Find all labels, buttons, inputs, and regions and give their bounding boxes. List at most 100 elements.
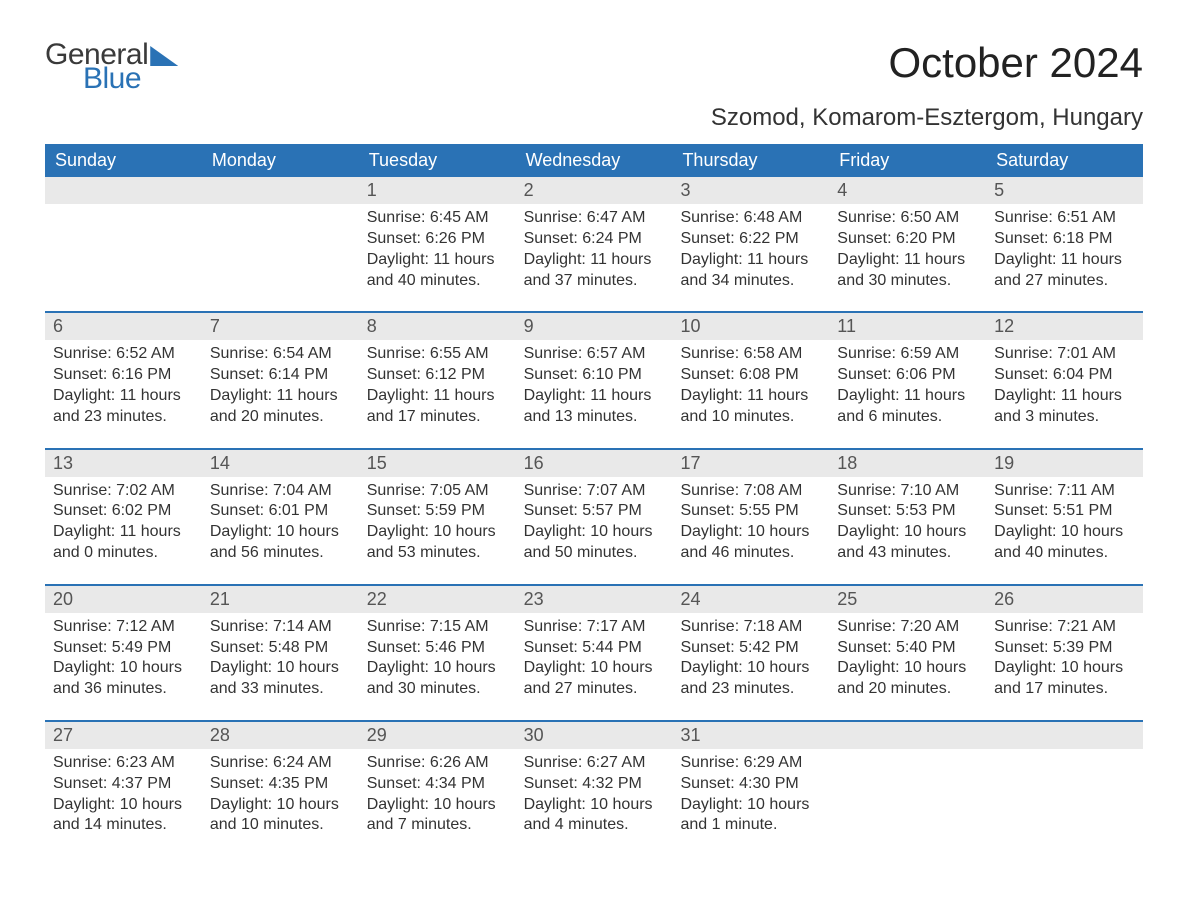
day-body: Sunrise: 7:11 AMSunset: 5:51 PMDaylight:… [986, 477, 1143, 566]
day-body: Sunrise: 6:57 AMSunset: 6:10 PMDaylight:… [516, 340, 673, 429]
day-cell: 8Sunrise: 6:55 AMSunset: 6:12 PMDaylight… [359, 313, 516, 429]
day-body: Sunrise: 6:58 AMSunset: 6:08 PMDaylight:… [672, 340, 829, 429]
sunrise-text: Sunrise: 6:47 AM [524, 208, 665, 229]
sunrise-text: Sunrise: 6:29 AM [680, 753, 821, 774]
day-cell [45, 177, 202, 293]
day-number: 15 [359, 450, 516, 477]
day-number: 21 [202, 586, 359, 613]
sunset-text: Sunset: 4:34 PM [367, 774, 508, 795]
sunrise-text: Sunrise: 6:54 AM [210, 344, 351, 365]
day-body: Sunrise: 7:15 AMSunset: 5:46 PMDaylight:… [359, 613, 516, 702]
day-number: 20 [45, 586, 202, 613]
day-cell: 21Sunrise: 7:14 AMSunset: 5:48 PMDayligh… [202, 586, 359, 702]
title-block: October 2024 Szomod, Komarom-Esztergom, … [711, 40, 1143, 132]
day-cell: 30Sunrise: 6:27 AMSunset: 4:32 PMDayligh… [516, 722, 673, 838]
daylight-text: Daylight: 11 hours and 20 minutes. [210, 386, 351, 428]
day-number: 8 [359, 313, 516, 340]
day-number: 26 [986, 586, 1143, 613]
day-body: Sunrise: 7:20 AMSunset: 5:40 PMDaylight:… [829, 613, 986, 702]
sunrise-text: Sunrise: 7:21 AM [994, 617, 1135, 638]
day-number: 28 [202, 722, 359, 749]
sunrise-text: Sunrise: 7:05 AM [367, 481, 508, 502]
daylight-text: Daylight: 10 hours and 10 minutes. [210, 795, 351, 837]
day-cell: 25Sunrise: 7:20 AMSunset: 5:40 PMDayligh… [829, 586, 986, 702]
logo: General Blue [45, 40, 178, 94]
daylight-text: Daylight: 11 hours and 30 minutes. [837, 250, 978, 292]
day-cell: 27Sunrise: 6:23 AMSunset: 4:37 PMDayligh… [45, 722, 202, 838]
sunrise-text: Sunrise: 7:10 AM [837, 481, 978, 502]
day-cell: 2Sunrise: 6:47 AMSunset: 6:24 PMDaylight… [516, 177, 673, 293]
day-cell: 6Sunrise: 6:52 AMSunset: 6:16 PMDaylight… [45, 313, 202, 429]
day-cell: 15Sunrise: 7:05 AMSunset: 5:59 PMDayligh… [359, 450, 516, 566]
day-body: Sunrise: 6:52 AMSunset: 6:16 PMDaylight:… [45, 340, 202, 429]
day-body: Sunrise: 7:02 AMSunset: 6:02 PMDaylight:… [45, 477, 202, 566]
sunset-text: Sunset: 5:39 PM [994, 638, 1135, 659]
day-cell [202, 177, 359, 293]
weekday-header: Wednesday [516, 144, 673, 177]
day-number: 7 [202, 313, 359, 340]
day-body: Sunrise: 7:10 AMSunset: 5:53 PMDaylight:… [829, 477, 986, 566]
calendar: Sunday Monday Tuesday Wednesday Thursday… [45, 144, 1143, 838]
day-number: 5 [986, 177, 1143, 204]
day-body: Sunrise: 7:08 AMSunset: 5:55 PMDaylight:… [672, 477, 829, 566]
daylight-text: Daylight: 10 hours and 30 minutes. [367, 658, 508, 700]
daylight-text: Daylight: 10 hours and 46 minutes. [680, 522, 821, 564]
daylight-text: Daylight: 10 hours and 17 minutes. [994, 658, 1135, 700]
day-body: Sunrise: 6:26 AMSunset: 4:34 PMDaylight:… [359, 749, 516, 838]
sunrise-text: Sunrise: 6:27 AM [524, 753, 665, 774]
day-cell: 12Sunrise: 7:01 AMSunset: 6:04 PMDayligh… [986, 313, 1143, 429]
day-cell: 13Sunrise: 7:02 AMSunset: 6:02 PMDayligh… [45, 450, 202, 566]
sunset-text: Sunset: 5:48 PM [210, 638, 351, 659]
day-body: Sunrise: 7:07 AMSunset: 5:57 PMDaylight:… [516, 477, 673, 566]
day-cell [986, 722, 1143, 838]
week-row: 1Sunrise: 6:45 AMSunset: 6:26 PMDaylight… [45, 177, 1143, 293]
daylight-text: Daylight: 10 hours and 20 minutes. [837, 658, 978, 700]
daylight-text: Daylight: 11 hours and 6 minutes. [837, 386, 978, 428]
sunset-text: Sunset: 6:24 PM [524, 229, 665, 250]
daylight-text: Daylight: 10 hours and 33 minutes. [210, 658, 351, 700]
day-body: Sunrise: 6:54 AMSunset: 6:14 PMDaylight:… [202, 340, 359, 429]
day-cell: 7Sunrise: 6:54 AMSunset: 6:14 PMDaylight… [202, 313, 359, 429]
weekday-header: Sunday [45, 144, 202, 177]
sunset-text: Sunset: 5:46 PM [367, 638, 508, 659]
daylight-text: Daylight: 11 hours and 27 minutes. [994, 250, 1135, 292]
sunset-text: Sunset: 6:14 PM [210, 365, 351, 386]
sunset-text: Sunset: 5:42 PM [680, 638, 821, 659]
day-cell: 4Sunrise: 6:50 AMSunset: 6:20 PMDaylight… [829, 177, 986, 293]
day-body: Sunrise: 6:48 AMSunset: 6:22 PMDaylight:… [672, 204, 829, 293]
sunset-text: Sunset: 4:37 PM [53, 774, 194, 795]
daylight-text: Daylight: 10 hours and 14 minutes. [53, 795, 194, 837]
daylight-text: Daylight: 10 hours and 56 minutes. [210, 522, 351, 564]
week-row: 27Sunrise: 6:23 AMSunset: 4:37 PMDayligh… [45, 720, 1143, 838]
sunrise-text: Sunrise: 7:04 AM [210, 481, 351, 502]
daylight-text: Daylight: 10 hours and 7 minutes. [367, 795, 508, 837]
sunset-text: Sunset: 5:59 PM [367, 501, 508, 522]
day-body: Sunrise: 7:21 AMSunset: 5:39 PMDaylight:… [986, 613, 1143, 702]
day-body: Sunrise: 7:18 AMSunset: 5:42 PMDaylight:… [672, 613, 829, 702]
sunset-text: Sunset: 5:40 PM [837, 638, 978, 659]
daylight-text: Daylight: 11 hours and 40 minutes. [367, 250, 508, 292]
sunset-text: Sunset: 6:12 PM [367, 365, 508, 386]
day-number: 18 [829, 450, 986, 477]
sunrise-text: Sunrise: 7:12 AM [53, 617, 194, 638]
day-cell: 22Sunrise: 7:15 AMSunset: 5:46 PMDayligh… [359, 586, 516, 702]
daylight-text: Daylight: 10 hours and 43 minutes. [837, 522, 978, 564]
sunrise-text: Sunrise: 7:15 AM [367, 617, 508, 638]
day-number: 31 [672, 722, 829, 749]
sunset-text: Sunset: 6:26 PM [367, 229, 508, 250]
day-body: Sunrise: 7:05 AMSunset: 5:59 PMDaylight:… [359, 477, 516, 566]
day-cell: 1Sunrise: 6:45 AMSunset: 6:26 PMDaylight… [359, 177, 516, 293]
sunrise-text: Sunrise: 7:18 AM [680, 617, 821, 638]
day-number: 23 [516, 586, 673, 613]
logo-text-blue: Blue [83, 64, 178, 94]
day-body: Sunrise: 6:59 AMSunset: 6:06 PMDaylight:… [829, 340, 986, 429]
day-cell: 3Sunrise: 6:48 AMSunset: 6:22 PMDaylight… [672, 177, 829, 293]
sunrise-text: Sunrise: 6:23 AM [53, 753, 194, 774]
daylight-text: Daylight: 11 hours and 3 minutes. [994, 386, 1135, 428]
sunset-text: Sunset: 5:57 PM [524, 501, 665, 522]
daylight-text: Daylight: 10 hours and 53 minutes. [367, 522, 508, 564]
day-number: 12 [986, 313, 1143, 340]
day-cell: 20Sunrise: 7:12 AMSunset: 5:49 PMDayligh… [45, 586, 202, 702]
daylight-text: Daylight: 10 hours and 4 minutes. [524, 795, 665, 837]
sunrise-text: Sunrise: 7:20 AM [837, 617, 978, 638]
